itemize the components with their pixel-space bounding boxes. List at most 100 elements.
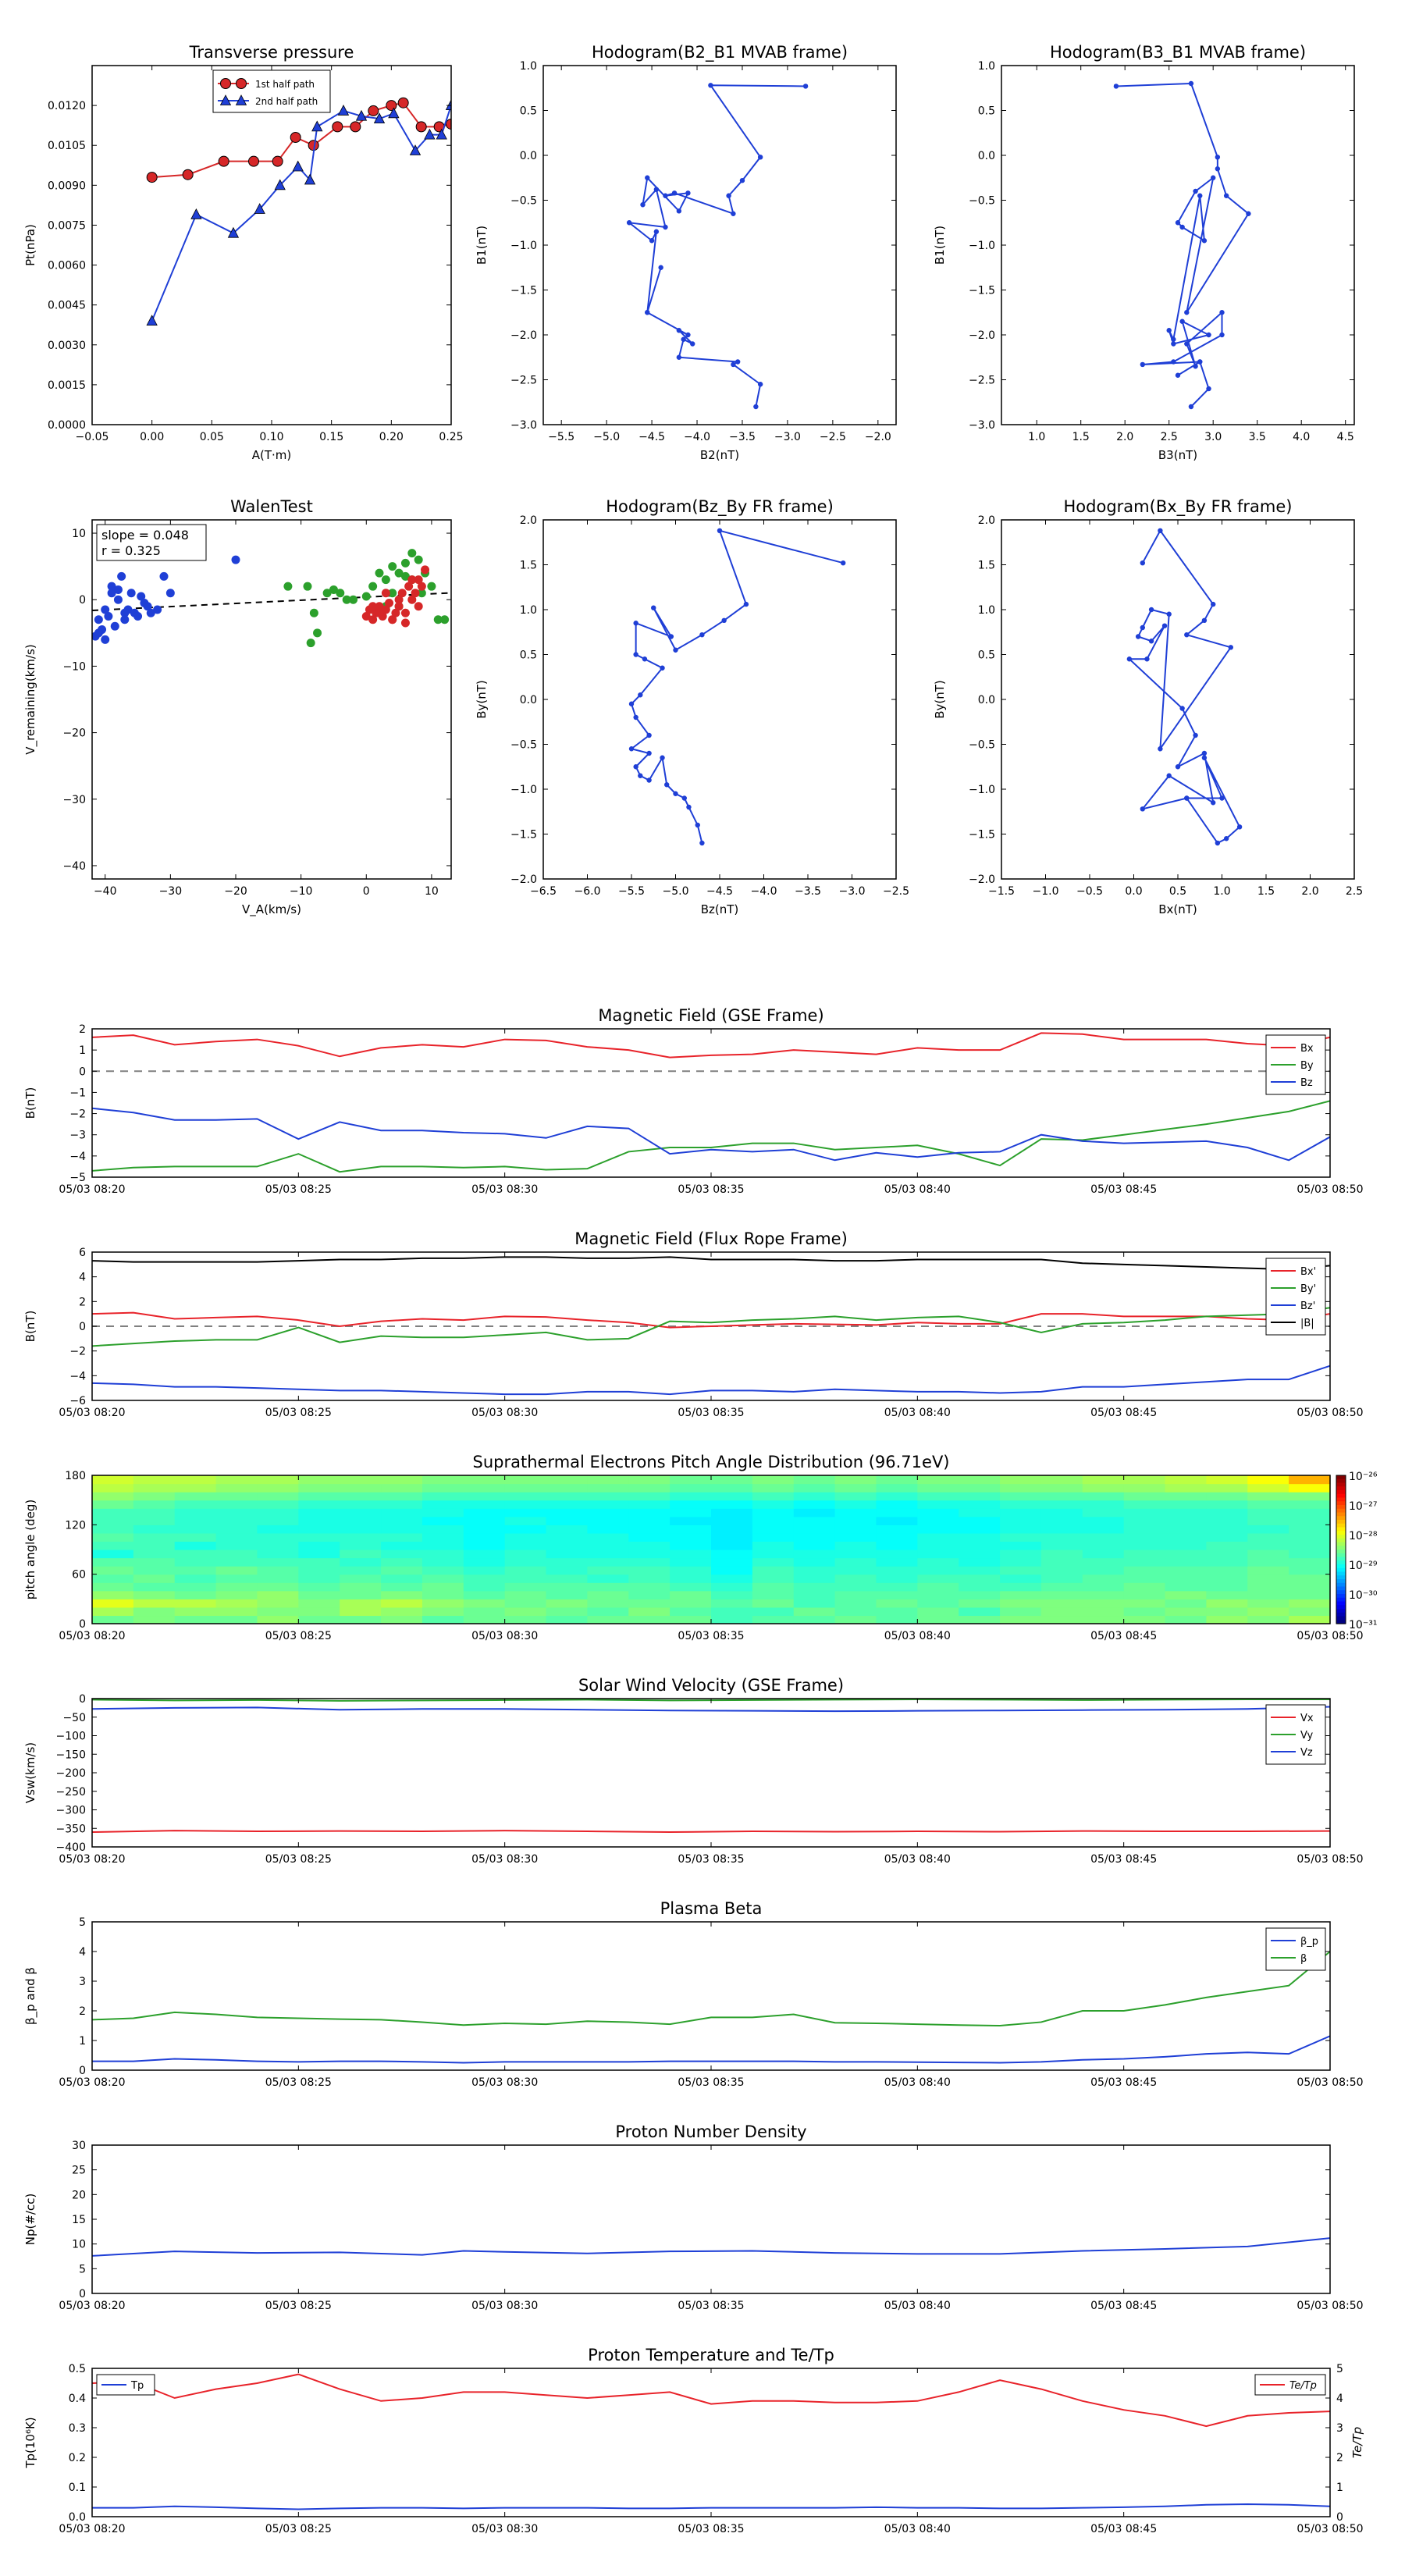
legend-label: Bx	[1300, 1043, 1314, 1055]
panel-ts_beta: 05/03 08:20 05/03 08:25 05/03 08:30 05/03 0…	[23, 1899, 1364, 2089]
heatmap-cell	[1123, 1606, 1166, 1617]
heatmap-cell	[1082, 1508, 1125, 1517]
y-axis-label: V_remaining(km/s)	[23, 644, 38, 754]
data-point	[1179, 706, 1185, 711]
heatmap-cell	[422, 1566, 464, 1575]
panel-walen: −40 −30 −20 −10 0 10 −40 −30 −20 −10 0 10 WalenTest V…	[23, 497, 452, 917]
heatmap-cell	[793, 1525, 836, 1534]
heatmap-cell	[1247, 1590, 1289, 1599]
x-tick-label: 05/03 08:30	[471, 1630, 538, 1642]
y-tick-label: 0.0	[978, 694, 995, 706]
colorbar-cell	[1336, 1497, 1346, 1502]
series-line-1	[92, 1951, 1330, 2027]
heatmap-cell	[257, 1615, 299, 1624]
x-tick-label: 05/03 08:35	[678, 1183, 744, 1196]
data-point	[107, 589, 116, 598]
heatmap-cell	[1123, 1483, 1166, 1493]
heatmap-cell	[1000, 1516, 1042, 1525]
heatmap-cell	[917, 1541, 959, 1550]
data-point	[411, 589, 420, 598]
legend-box	[1265, 1258, 1326, 1336]
y-right-tick-label: 5	[1336, 2363, 1343, 2375]
data-point	[649, 238, 655, 244]
heatmap-cell	[381, 1532, 423, 1542]
data-point	[388, 615, 397, 624]
heatmap-cell	[133, 1483, 176, 1493]
data-point	[1140, 806, 1146, 812]
data-point	[841, 560, 846, 566]
data-point	[385, 598, 394, 607]
x-tick-label: 05/03 08:50	[1297, 1630, 1363, 1642]
data-point	[409, 144, 422, 155]
heatmap-cell	[876, 1541, 918, 1550]
heatmap-cell	[1000, 1508, 1042, 1517]
heatmap-cell	[1289, 1483, 1331, 1493]
y-tick-label: −300	[56, 1805, 86, 1817]
x-tick-label: 2.5	[1161, 431, 1178, 443]
heatmap-cell	[1289, 1599, 1331, 1608]
heatmap-cell	[215, 1508, 258, 1517]
heatmap-cell	[1206, 1582, 1248, 1592]
plot-area	[92, 1922, 1330, 2070]
heatmap-cell	[628, 1606, 670, 1617]
heatmap-cell	[174, 1550, 217, 1559]
heatmap-cell	[1165, 1500, 1207, 1509]
heatmap-cell	[463, 1500, 506, 1509]
data-point	[633, 714, 638, 720]
heatmap-cell	[628, 1541, 670, 1550]
y-tick-label: −250	[56, 1786, 86, 1799]
y-right-axis-label: Te/Tp	[1350, 2427, 1364, 2458]
colorbar-cell	[1336, 1609, 1346, 1614]
heatmap-cell	[463, 1525, 506, 1534]
data-point	[254, 203, 265, 214]
data-point	[686, 804, 692, 810]
heatmap-cell	[546, 1550, 588, 1559]
heatmap-cell	[628, 1550, 670, 1559]
data-point	[1246, 211, 1251, 216]
heatmap-cell	[587, 1574, 629, 1583]
data-point	[626, 220, 632, 226]
heatmap-cell	[1082, 1532, 1125, 1542]
heatmap-cell	[834, 1557, 877, 1567]
data-point	[375, 568, 384, 578]
heatmap-cell	[1123, 1582, 1166, 1592]
heatmap-cell	[670, 1483, 712, 1493]
y-tick-label: 30	[72, 2140, 86, 2152]
data-point	[375, 608, 384, 617]
heatmap-cell	[463, 1508, 506, 1517]
y-tick-label: 4	[79, 1946, 86, 1959]
heatmap-cell	[422, 1492, 464, 1501]
heatmap-cell	[752, 1492, 795, 1501]
heatmap-cell	[1000, 1590, 1042, 1599]
data-point	[322, 589, 332, 598]
heatmap-cell	[1082, 1574, 1125, 1583]
plot-area	[543, 520, 896, 879]
colorbar-cell	[1336, 1601, 1346, 1606]
heatmap-cell	[546, 1541, 588, 1550]
data-point	[731, 211, 736, 216]
heatmap-cell	[504, 1492, 547, 1501]
x-tick-label: 2.5	[1346, 885, 1363, 898]
data-point	[1219, 310, 1225, 315]
heatmap-cell	[340, 1516, 382, 1525]
x-tick-label: 05/03 08:35	[678, 1853, 744, 1866]
heatmap-cell	[1040, 1550, 1083, 1559]
heatmap-cell	[1165, 1492, 1207, 1501]
colorbar-cell	[1336, 1620, 1346, 1624]
data-point	[673, 647, 678, 653]
legend-label: Vz	[1300, 1747, 1313, 1759]
data-point	[1148, 607, 1154, 613]
data-point	[1184, 310, 1190, 315]
colorbar-label: 10⁻²⁹	[1349, 1560, 1378, 1572]
heatmap-cell	[711, 1516, 753, 1525]
data-point	[440, 615, 450, 624]
heatmap-cell	[504, 1500, 547, 1509]
data-point	[332, 121, 343, 133]
colorbar-cell	[1336, 1560, 1346, 1565]
y-tick-label: −1	[69, 1087, 86, 1099]
x-tick-label: 0.5	[1169, 885, 1186, 898]
y-tick-label: −0.5	[510, 195, 537, 208]
chart-title: WalenTest	[230, 497, 313, 516]
heatmap-cell	[876, 1508, 918, 1517]
heatmap-cell	[752, 1606, 795, 1617]
